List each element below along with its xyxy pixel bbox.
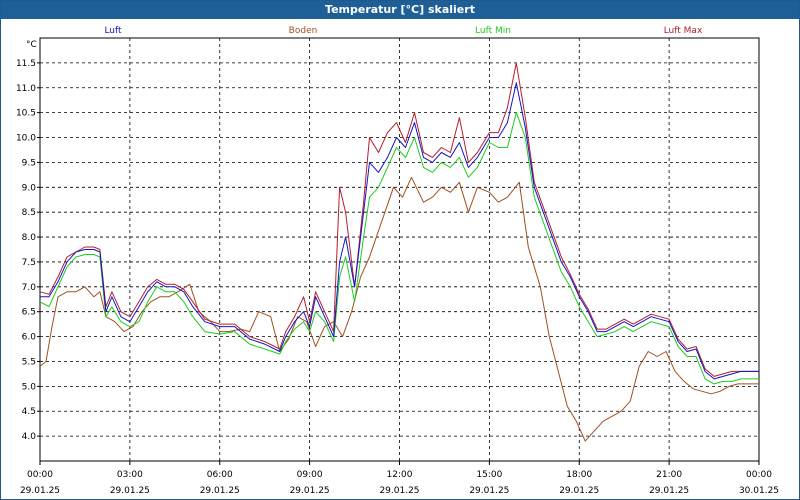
- x-tick-date-label: 29.01.25: [110, 486, 150, 496]
- x-tick-time-label: 06:00: [207, 470, 233, 480]
- y-tick-label: 11.0: [16, 84, 36, 94]
- x-tick-date-label: 29.01.25: [290, 486, 330, 496]
- series-line-luft-max: [39, 62, 759, 377]
- x-tick-time-label: 00:00: [746, 470, 772, 480]
- x-tick-time-label: 21:00: [656, 470, 682, 480]
- y-tick-label: 7.0: [22, 283, 37, 293]
- x-tick-time-label: 09:00: [297, 470, 323, 480]
- x-tick-date-label: 29.01.25: [649, 486, 689, 496]
- y-tick-label: 4.5: [22, 407, 36, 417]
- y-tick-label: 6.5: [22, 308, 36, 318]
- y-tick-label: 5.5: [22, 357, 36, 367]
- x-tick-date-label: 29.01.25: [469, 486, 509, 496]
- series-line-luft: [40, 82, 759, 380]
- x-tick-time-label: 00:00: [27, 470, 53, 480]
- chart-title: Temperatur [°C] skaliert: [1, 1, 799, 19]
- x-tick-time-label: 15:00: [476, 470, 502, 480]
- y-tick-label: 9.5: [22, 158, 36, 168]
- series-line-luft-min: [39, 112, 759, 385]
- series-line-boden: [39, 176, 759, 442]
- y-tick-label: 7.5: [22, 258, 36, 268]
- y-tick-label: 4.0: [22, 432, 37, 442]
- y-tick-label: 9.0: [22, 183, 37, 193]
- y-tick-label: 10.0: [16, 134, 36, 144]
- x-tick-time-label: 03:00: [117, 470, 143, 480]
- x-tick-date-label: 29.01.25: [379, 486, 419, 496]
- x-tick-date-label: 30.01.25: [739, 486, 779, 496]
- x-tick-date-label: 29.01.25: [20, 486, 60, 496]
- legend-entry-boden: Boden: [289, 26, 318, 36]
- plot-area: 4.0 4.5 5.0 5.5 6.0 6.5 7.0 7.5 8.0 8.5 9.0 9.5 10.0…: [16, 26, 779, 496]
- x-tick-date-label: 29.01.25: [559, 486, 599, 496]
- legend-entry-luft-min: Luft Min: [475, 26, 511, 36]
- y-tick-label: 6.0: [22, 333, 37, 343]
- y-tick-label: 8.5: [22, 208, 36, 218]
- legend-entry-luft-max: Luft Max: [664, 26, 703, 36]
- y-tick-label: 8.0: [22, 233, 37, 243]
- legend-entry-luft: Luft: [104, 26, 122, 36]
- x-tick-time-label: 18:00: [566, 470, 592, 480]
- y-axis-label: °C: [26, 40, 37, 50]
- y-tick-label: 11.5: [16, 59, 36, 69]
- y-tick-label: 5.0: [22, 382, 37, 392]
- x-tick-time-label: 12:00: [387, 470, 413, 480]
- y-tick-label: 10.5: [16, 109, 36, 119]
- x-tick-date-label: 29.01.25: [200, 486, 240, 496]
